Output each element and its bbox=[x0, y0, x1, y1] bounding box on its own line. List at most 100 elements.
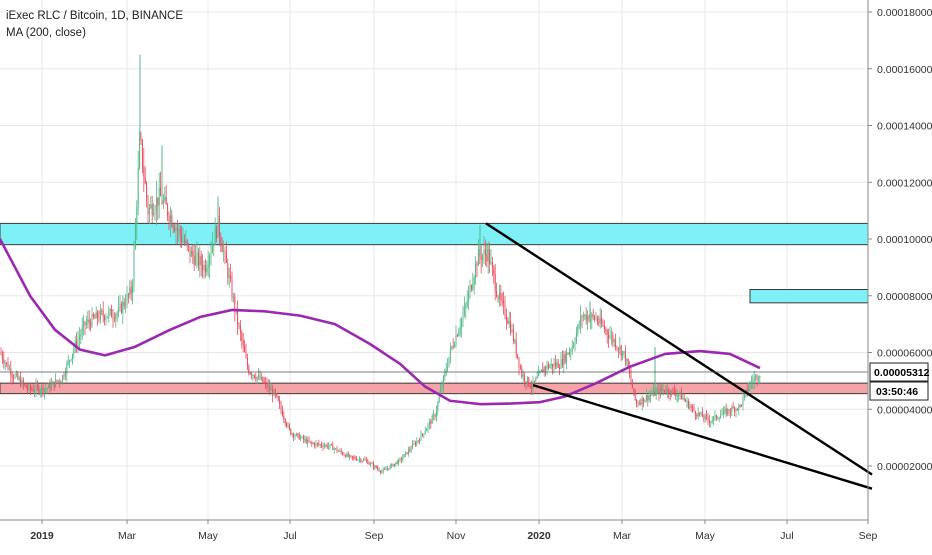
candle-body bbox=[325, 444, 327, 446]
candle-body bbox=[297, 433, 299, 435]
candle-body bbox=[363, 459, 365, 461]
candle-body bbox=[566, 352, 568, 362]
upper-trendline[interactable] bbox=[485, 222, 873, 476]
candle-body bbox=[178, 229, 180, 231]
candle-body bbox=[151, 204, 153, 216]
candle-body bbox=[395, 462, 397, 464]
candle-body bbox=[452, 346, 454, 348]
candle-body bbox=[690, 406, 692, 408]
candle-body bbox=[183, 240, 185, 243]
lower-trendline[interactable] bbox=[532, 383, 873, 490]
candle-body bbox=[206, 267, 208, 273]
candle-body bbox=[6, 362, 8, 364]
candle-body bbox=[192, 250, 194, 256]
candle-body bbox=[746, 389, 748, 392]
candle-body bbox=[486, 254, 488, 262]
candle-body bbox=[637, 403, 639, 405]
candle-body bbox=[473, 277, 475, 285]
candle-body bbox=[598, 321, 600, 324]
candle-body bbox=[706, 415, 708, 417]
candle-body bbox=[176, 228, 178, 231]
candle-body bbox=[610, 335, 612, 337]
y-tick-label: 0.00004000 bbox=[877, 404, 932, 416]
candle-body bbox=[315, 443, 317, 446]
candle-body bbox=[300, 437, 302, 440]
candle-body bbox=[71, 353, 73, 360]
candle-body bbox=[304, 439, 306, 441]
candle-body bbox=[543, 367, 545, 373]
candle-body bbox=[406, 452, 408, 455]
candle-body bbox=[49, 384, 51, 390]
candle-body bbox=[287, 424, 289, 426]
candle-body bbox=[125, 304, 127, 306]
candle-body bbox=[279, 400, 281, 404]
candle-body bbox=[272, 389, 274, 396]
candle-body bbox=[181, 235, 183, 242]
candle-body bbox=[557, 362, 559, 368]
candle-body bbox=[581, 316, 583, 318]
candle-body bbox=[435, 410, 437, 418]
candle-body bbox=[66, 363, 68, 374]
candle-body bbox=[231, 279, 233, 298]
candle-body bbox=[335, 448, 337, 450]
candle-body bbox=[302, 436, 304, 440]
candle-body bbox=[34, 390, 36, 392]
candle-body bbox=[403, 454, 405, 458]
candle-body bbox=[560, 358, 562, 369]
candle-body bbox=[217, 215, 219, 238]
candle-body bbox=[251, 373, 253, 376]
candle-body bbox=[627, 359, 629, 369]
resistance-zone[interactable] bbox=[0, 222, 869, 246]
candle-body bbox=[606, 330, 608, 335]
target-zone[interactable] bbox=[749, 289, 869, 304]
candle-body bbox=[603, 325, 605, 330]
candle-body bbox=[210, 252, 212, 257]
candle-body bbox=[60, 381, 62, 383]
candle-body bbox=[503, 300, 505, 304]
candle-body bbox=[252, 375, 254, 377]
candle-body bbox=[444, 371, 446, 377]
candle-body bbox=[420, 433, 422, 441]
candle-body bbox=[510, 320, 512, 333]
candle-body bbox=[421, 433, 423, 435]
candle-body bbox=[111, 308, 113, 318]
candle-body bbox=[311, 442, 313, 444]
candle-body bbox=[84, 321, 86, 325]
candle-body bbox=[253, 375, 255, 378]
candle-body bbox=[350, 455, 352, 457]
candle-body bbox=[46, 388, 48, 390]
candle-body bbox=[336, 448, 338, 452]
candle-body bbox=[671, 389, 673, 395]
candle-body bbox=[332, 444, 334, 450]
candle-body bbox=[162, 200, 164, 204]
candle-body bbox=[18, 378, 20, 380]
candle-body bbox=[507, 320, 509, 324]
candle-body bbox=[102, 311, 104, 317]
countdown-label: 03:50:46 bbox=[876, 386, 918, 398]
candle-body bbox=[13, 377, 15, 379]
candle-body bbox=[596, 318, 598, 322]
candle-body bbox=[414, 443, 416, 445]
candle-body bbox=[227, 262, 229, 278]
candle-body bbox=[209, 256, 211, 265]
y-tick-label: 0.00018000 bbox=[877, 7, 932, 19]
candle-body bbox=[529, 385, 531, 388]
candle-body bbox=[258, 375, 260, 377]
candle-body bbox=[106, 316, 108, 318]
candle-body bbox=[602, 324, 604, 326]
candle-body bbox=[561, 358, 563, 366]
candle-body bbox=[428, 421, 430, 425]
candle-body bbox=[735, 408, 737, 412]
candle-body bbox=[582, 316, 584, 318]
candle-body bbox=[644, 399, 646, 403]
x-tick-label: May bbox=[695, 530, 716, 542]
candle-body bbox=[701, 412, 703, 417]
candle-body bbox=[136, 206, 138, 225]
candle-body bbox=[232, 296, 234, 298]
candle-body bbox=[757, 378, 759, 380]
candle-body bbox=[280, 403, 282, 411]
candle-body bbox=[349, 455, 351, 457]
candle-body bbox=[95, 312, 97, 319]
